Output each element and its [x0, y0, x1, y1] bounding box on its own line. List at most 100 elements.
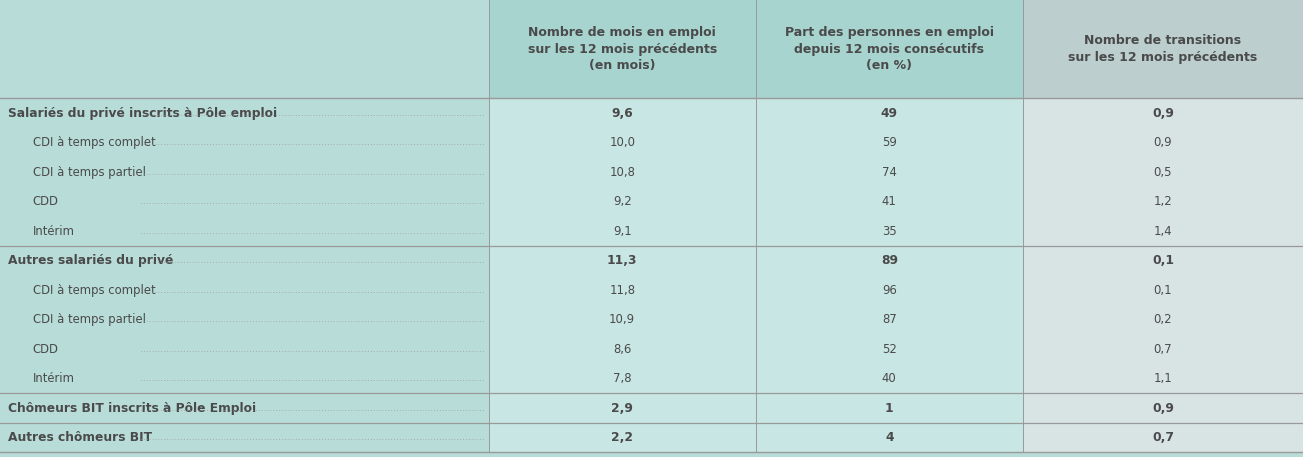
- Bar: [1023, 128, 1303, 157]
- Text: Part des personnes en emploi
depuis 12 mois consécutifs
(en %): Part des personnes en emploi depuis 12 m…: [784, 26, 994, 72]
- Bar: [0, 305, 489, 335]
- Text: 10,9: 10,9: [609, 313, 636, 326]
- Bar: [489, 187, 756, 216]
- Text: ................................................................................: ........................................…: [139, 315, 485, 324]
- Bar: [756, 423, 1023, 452]
- Text: 7,8: 7,8: [612, 372, 632, 385]
- Text: 0,9: 0,9: [1152, 402, 1174, 414]
- Text: 9,6: 9,6: [611, 106, 633, 120]
- Text: Intérim: Intérim: [33, 372, 74, 385]
- Text: 0,7: 0,7: [1152, 431, 1174, 444]
- Text: ................................................................................: ........................................…: [139, 256, 485, 265]
- Text: Chômeurs BIT inscrits à Pôle Emploi: Chômeurs BIT inscrits à Pôle Emploi: [8, 402, 255, 414]
- Text: ................................................................................: ........................................…: [139, 197, 485, 206]
- Bar: [0, 423, 489, 452]
- Text: 2,9: 2,9: [611, 402, 633, 414]
- Text: CDD: CDD: [33, 195, 59, 208]
- Text: CDD: CDD: [33, 343, 59, 356]
- Bar: [756, 216, 1023, 246]
- Bar: [756, 98, 1023, 128]
- Bar: [0, 246, 489, 275]
- Text: Salariés du privé inscrits à Pôle emploi: Salariés du privé inscrits à Pôle emploi: [8, 106, 278, 120]
- Bar: [489, 364, 756, 393]
- Bar: [0, 364, 489, 393]
- Bar: [0, 216, 489, 246]
- Text: 0,1: 0,1: [1153, 284, 1173, 297]
- Bar: [1023, 0, 1303, 98]
- Bar: [1023, 423, 1303, 452]
- Text: 1,1: 1,1: [1153, 372, 1173, 385]
- Bar: [756, 0, 1023, 98]
- Text: 96: 96: [882, 284, 896, 297]
- Text: CDI à temps complet: CDI à temps complet: [33, 284, 155, 297]
- Bar: [0, 275, 489, 305]
- Bar: [0, 128, 489, 157]
- Text: Autres salariés du privé: Autres salariés du privé: [8, 254, 173, 267]
- Text: 1,4: 1,4: [1153, 224, 1173, 238]
- Text: 11,3: 11,3: [607, 254, 637, 267]
- Bar: [489, 157, 756, 187]
- Text: 0,5: 0,5: [1153, 165, 1173, 179]
- Bar: [756, 157, 1023, 187]
- Text: 0,9: 0,9: [1153, 136, 1173, 149]
- Bar: [756, 246, 1023, 275]
- Bar: [1023, 305, 1303, 335]
- Text: 4: 4: [885, 431, 894, 444]
- Bar: [489, 423, 756, 452]
- Text: ................................................................................: ........................................…: [139, 108, 485, 117]
- Bar: [489, 393, 756, 423]
- Bar: [489, 128, 756, 157]
- Bar: [1023, 335, 1303, 364]
- Text: 2,2: 2,2: [611, 431, 633, 444]
- Text: 1: 1: [885, 402, 894, 414]
- Text: 41: 41: [882, 195, 896, 208]
- Bar: [1023, 393, 1303, 423]
- Text: ................................................................................: ........................................…: [139, 433, 485, 442]
- Text: 0,1: 0,1: [1152, 254, 1174, 267]
- Text: 35: 35: [882, 224, 896, 238]
- Text: 8,6: 8,6: [612, 343, 632, 356]
- Bar: [1023, 216, 1303, 246]
- Text: CDI à temps partiel: CDI à temps partiel: [33, 313, 146, 326]
- Text: 40: 40: [882, 372, 896, 385]
- Text: ................................................................................: ........................................…: [139, 138, 485, 147]
- Bar: [756, 128, 1023, 157]
- Text: 87: 87: [882, 313, 896, 326]
- Text: 10,8: 10,8: [610, 165, 635, 179]
- Text: CDI à temps complet: CDI à temps complet: [33, 136, 155, 149]
- Bar: [489, 0, 756, 98]
- Text: ................................................................................: ........................................…: [139, 374, 485, 383]
- Text: 49: 49: [881, 106, 898, 120]
- Bar: [756, 364, 1023, 393]
- Bar: [489, 275, 756, 305]
- Text: 1,2: 1,2: [1153, 195, 1173, 208]
- Bar: [756, 305, 1023, 335]
- Text: Nombre de mois en emploi
sur les 12 mois précédents
(en mois): Nombre de mois en emploi sur les 12 mois…: [528, 26, 717, 72]
- Text: ................................................................................: ........................................…: [139, 168, 485, 176]
- Bar: [489, 246, 756, 275]
- Text: 0,7: 0,7: [1153, 343, 1173, 356]
- Bar: [756, 393, 1023, 423]
- Text: 89: 89: [881, 254, 898, 267]
- Bar: [1023, 275, 1303, 305]
- Text: 52: 52: [882, 343, 896, 356]
- Text: Autres chômeurs BIT: Autres chômeurs BIT: [8, 431, 152, 444]
- Text: 9,2: 9,2: [612, 195, 632, 208]
- Text: 11,8: 11,8: [610, 284, 635, 297]
- Bar: [756, 275, 1023, 305]
- Bar: [0, 0, 489, 98]
- Text: Nombre de transitions
sur les 12 mois précédents: Nombre de transitions sur les 12 mois pr…: [1068, 34, 1257, 64]
- Bar: [0, 187, 489, 216]
- Text: 74: 74: [882, 165, 896, 179]
- Bar: [489, 98, 756, 128]
- Bar: [0, 98, 489, 128]
- Bar: [1023, 246, 1303, 275]
- Bar: [489, 305, 756, 335]
- Text: ................................................................................: ........................................…: [139, 227, 485, 235]
- Text: 0,9: 0,9: [1152, 106, 1174, 120]
- Bar: [1023, 364, 1303, 393]
- Text: ................................................................................: ........................................…: [139, 286, 485, 295]
- Bar: [0, 335, 489, 364]
- Bar: [1023, 187, 1303, 216]
- Text: 10,0: 10,0: [610, 136, 635, 149]
